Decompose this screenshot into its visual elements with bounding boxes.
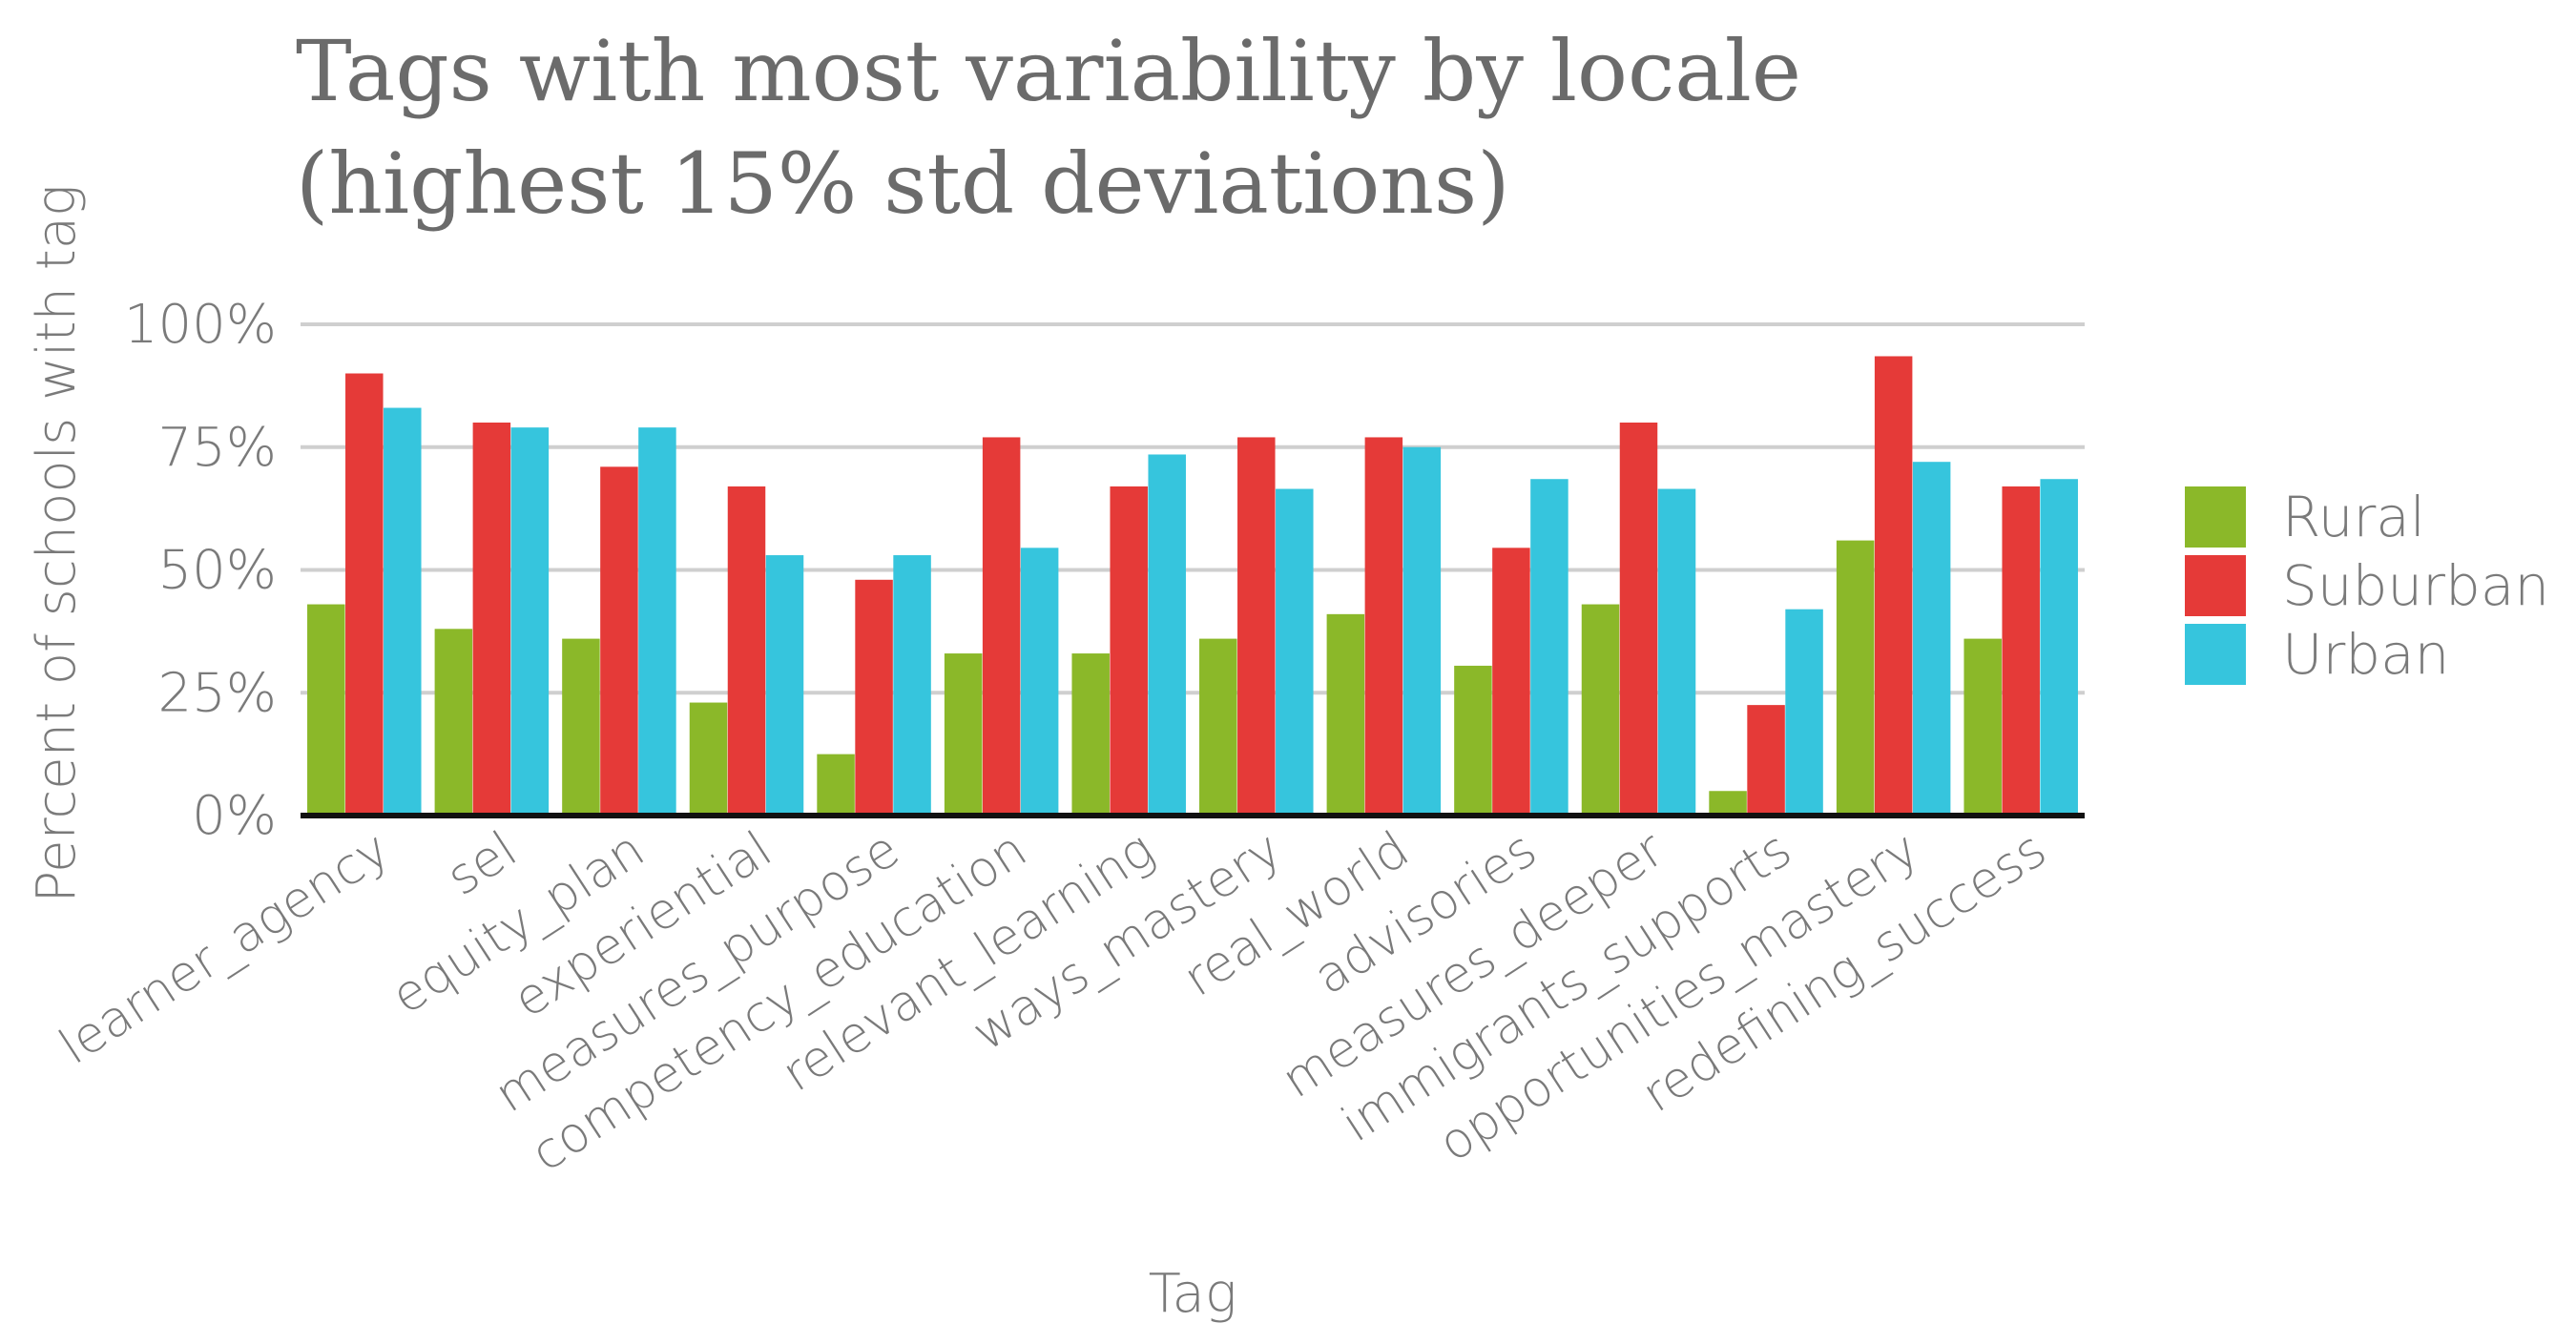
bar-rural-measures-purpose: [817, 754, 855, 816]
bar-suburban-learner-agency: [345, 373, 384, 816]
bars: [307, 356, 2078, 816]
bar-urban-experiential: [765, 555, 804, 816]
y-tick-label: 75%: [158, 417, 277, 479]
bar-urban-equity-plan: [638, 427, 676, 816]
y-axis-label: Percent of schools with tag: [26, 184, 88, 902]
bar-rural-equity-plan: [562, 638, 600, 816]
x-axis-label: Tag: [1149, 1263, 1237, 1325]
bar-urban-sel: [510, 427, 550, 816]
bar-rural-relevant-learning: [1071, 653, 1110, 816]
bar-suburban-ways-mastery: [1237, 437, 1276, 816]
bar-rural-sel: [434, 629, 473, 816]
bar-rural-opportunities-mastery: [1836, 540, 1875, 816]
y-tick-label: 100%: [124, 294, 277, 356]
bar-urban-relevant-learning: [1148, 454, 1186, 816]
bar-rural-measures-deeper: [1581, 604, 1620, 816]
bar-rural-advisories: [1454, 665, 1492, 816]
bar-urban-competency-education: [1020, 548, 1059, 816]
bar-urban-advisories: [1530, 479, 1568, 816]
bar-suburban-redefining-success: [2002, 486, 2040, 816]
bar-suburban-experiential: [727, 486, 766, 816]
bar-urban-measures-purpose: [893, 555, 931, 816]
legend-label-suburban: Suburban: [2282, 553, 2549, 618]
bar-suburban-real-world: [1364, 437, 1403, 816]
bar-rural-redefining-success: [1963, 638, 2002, 816]
legend-swatch-urban: [2185, 624, 2246, 685]
bar-rural-experiential: [689, 702, 728, 816]
bar-suburban-sel: [472, 423, 511, 816]
x-tick-label: learner_agency: [50, 821, 400, 1076]
bar-rural-ways-mastery: [1199, 638, 1237, 816]
bar-suburban-competency-education: [982, 437, 1021, 816]
bar-urban-redefining-success: [2040, 479, 2078, 816]
y-tick-label: 25%: [158, 662, 277, 724]
bar-suburban-relevant-learning: [1110, 486, 1148, 816]
chart-title-line: Tags with most variability by locale: [296, 22, 1801, 120]
bar-suburban-opportunities-mastery: [1874, 356, 1913, 816]
bar-rural-real-world: [1326, 613, 1365, 816]
bar-rural-competency-education: [944, 653, 983, 816]
bar-suburban-equity-plan: [600, 466, 638, 816]
legend-swatch-suburban: [2185, 555, 2246, 616]
bar-suburban-measures-purpose: [855, 579, 893, 816]
y-tick-label: 50%: [158, 540, 277, 602]
bar-rural-immigrants-supports: [1709, 791, 1747, 816]
legend-label-urban: Urban: [2282, 622, 2449, 687]
chart-title: Tags with most variability by locale (hig…: [296, 22, 1801, 233]
legend-label-rural: Rural: [2282, 485, 2425, 549]
bar-suburban-immigrants-supports: [1747, 705, 1785, 816]
bar-urban-learner-agency: [384, 407, 422, 816]
bar-urban-opportunities-mastery: [1912, 462, 1951, 816]
bar-urban-immigrants-supports: [1785, 609, 1823, 816]
bar-suburban-measures-deeper: [1619, 423, 1658, 816]
y-tick-label: 0%: [192, 785, 277, 847]
bar-urban-real-world: [1402, 446, 1442, 816]
legend-swatch-rural: [2185, 486, 2246, 548]
bar-suburban-advisories: [1492, 548, 1530, 816]
bar-rural-learner-agency: [307, 604, 345, 816]
y-tick-labels: 0% 25% 50% 75% 100%: [124, 294, 277, 847]
chart-title-line: (highest 15% std deviations): [296, 134, 1510, 233]
bar-urban-ways-mastery: [1276, 488, 1314, 816]
x-tick-labels: learner_agency selequity_planexperiential…: [50, 820, 2056, 1183]
bar-urban-measures-deeper: [1657, 488, 1696, 816]
